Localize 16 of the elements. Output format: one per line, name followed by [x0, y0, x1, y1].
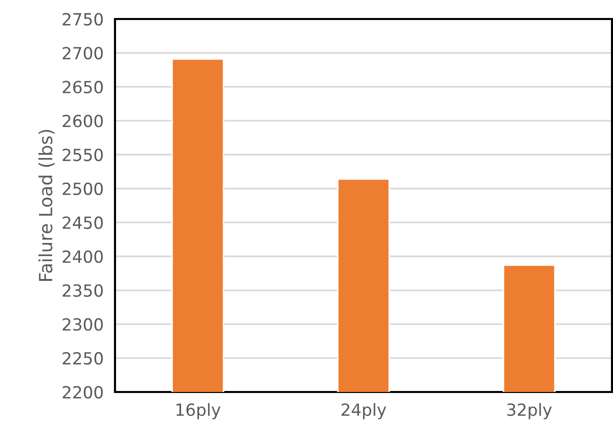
y-tick-label: 2400: [62, 250, 103, 263]
x-tick-label: 16ply: [176, 403, 220, 420]
y-tick-label: 2350: [62, 284, 103, 297]
y-tick-label: 2700: [62, 46, 103, 60]
y-tick-label: 2300: [62, 318, 103, 331]
x-tick-label: 24ply: [342, 403, 386, 420]
y-tick-label: 2250: [62, 352, 103, 365]
x-tick-label: 32ply: [507, 403, 552, 420]
y-tick-label: 2200: [62, 386, 103, 399]
y-axis-title: Failure Load (lbs): [38, 130, 55, 281]
y-tick-label: 2500: [62, 182, 103, 196]
y-tick-label: 2550: [62, 148, 103, 162]
y-tick-label: 2650: [62, 80, 103, 94]
y-tick-label: 2600: [62, 114, 103, 128]
y-tick-label: 2450: [62, 216, 103, 230]
y-tick-label: 2750: [62, 12, 103, 26]
